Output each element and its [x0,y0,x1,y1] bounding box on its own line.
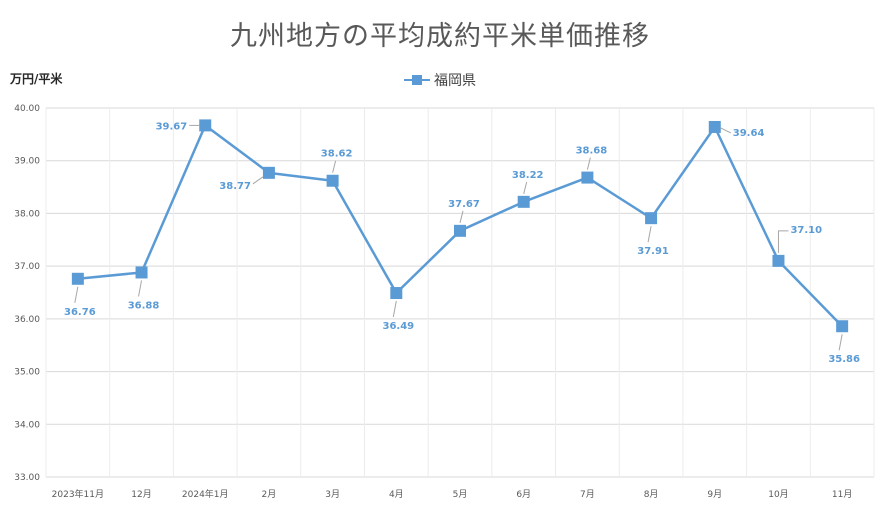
data-label: 39.64 [733,128,765,139]
data-point-marker [645,212,658,225]
x-tick-label: 11月 [832,489,852,500]
data-label-leader-line [459,210,464,223]
data-label-leader-line [777,230,789,253]
data-point-marker [390,287,403,300]
x-tick-label: 12月 [131,489,151,500]
x-tick-label: 3月 [325,489,340,500]
data-label-leader-line [523,181,528,194]
data-point-marker [326,174,339,187]
data-label-leader-line [392,300,397,318]
data-label-leader-line [74,286,79,303]
y-tick-label: 38.00 [14,209,40,219]
x-tick-label: 7月 [580,489,595,500]
data-point-marker [517,195,530,208]
data-label-leader-line [720,127,731,134]
legend: 福岡県 [404,70,476,90]
data-label: 38.77 [219,181,251,192]
x-tick-label: 10月 [768,489,788,500]
data-label-leader-line [252,176,264,185]
x-tick-label: 2023年11月 [52,488,104,500]
y-tick-label: 33.00 [14,473,40,483]
data-point-marker [199,119,212,132]
x-tick-label: 9月 [707,489,722,500]
data-label: 39.67 [156,121,188,132]
y-tick-label: 39.00 [14,157,40,167]
data-point-marker [581,171,594,184]
data-point-marker [71,272,84,285]
legend-label: 福岡県 [434,73,476,89]
x-tick-label: 8月 [644,489,659,500]
y-tick-label: 34.00 [14,420,40,430]
data-point-marker [454,224,466,237]
data-label: 38.68 [576,146,608,157]
data-label: 35.86 [828,354,860,365]
y-tick-label: 37.00 [14,262,40,272]
chart-title: 九州地方の平均成約平米単価推移 [230,21,650,52]
data-label: 37.10 [790,225,822,236]
y-tick-label: 36.00 [14,315,40,325]
data-point-marker [708,120,721,133]
x-tick-label: 4月 [389,489,404,500]
x-tick-label: 5月 [453,489,468,500]
data-label-leader-line [138,280,143,297]
data-label: 36.49 [382,321,414,332]
data-point-marker [135,266,148,279]
data-label-leader-line [332,160,337,173]
data-label: 37.67 [448,199,480,210]
x-tick-label: 2月 [262,489,277,500]
x-tick-label: 6月 [516,489,531,500]
y-tick-label: 40.00 [14,104,40,114]
data-label-leader-line [838,334,843,351]
data-label: 38.22 [512,170,544,181]
data-label-leader-line [647,226,652,243]
data-label-leader-line [586,157,591,170]
data-label: 36.88 [128,300,160,311]
data-label: 37.91 [637,246,669,257]
data-point-marker [836,320,849,333]
y-tick-label: 35.00 [14,368,40,378]
x-tick-label: 2024年1月 [182,488,229,500]
data-label: 36.76 [64,307,96,318]
legend-marker-icon [404,73,430,87]
data-point-marker [772,254,785,267]
data-label: 38.62 [321,149,353,160]
y-axis-unit-label: 万円/平米 [10,72,63,86]
data-point-marker [262,166,275,179]
